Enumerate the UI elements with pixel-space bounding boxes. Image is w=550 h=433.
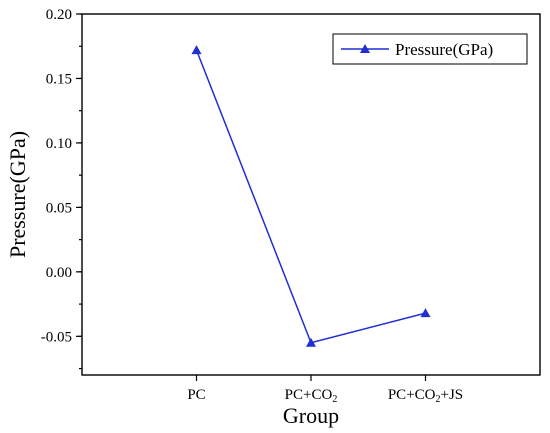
data-point-marker xyxy=(306,337,316,347)
plot-frame xyxy=(81,13,541,376)
x-axis: PC PC+CO2 PC+CO2+JS xyxy=(187,375,463,405)
x-tick-label: PC xyxy=(187,387,205,403)
y-tick-label: 0.20 xyxy=(46,7,72,23)
series-line xyxy=(195,49,426,344)
y-tick-label: 0.00 xyxy=(46,265,72,281)
y-tick-label: 0.05 xyxy=(46,200,72,216)
x-axis-title: Group xyxy=(283,403,339,428)
x-tick-label: PC+CO2 xyxy=(285,387,338,405)
y-axis-title: Pressure(GPa) xyxy=(5,131,30,258)
y-tick-label: 0.15 xyxy=(46,71,72,87)
data-point-marker xyxy=(191,45,202,55)
legend: Pressure(GPa) xyxy=(332,33,528,65)
y-tick-label: -0.05 xyxy=(41,329,72,345)
plot-border xyxy=(81,13,541,376)
y-tick-label: 0.10 xyxy=(46,136,72,152)
legend-marker xyxy=(360,44,370,53)
series-layer xyxy=(191,45,431,347)
y-axis: -0.05 0.00 0.05 0.10 0.15 0.20 xyxy=(41,7,82,370)
data-point-marker xyxy=(420,308,431,318)
legend-label: Pressure(GPa) xyxy=(395,40,493,59)
x-tick-label: PC+CO2+JS xyxy=(388,387,463,405)
